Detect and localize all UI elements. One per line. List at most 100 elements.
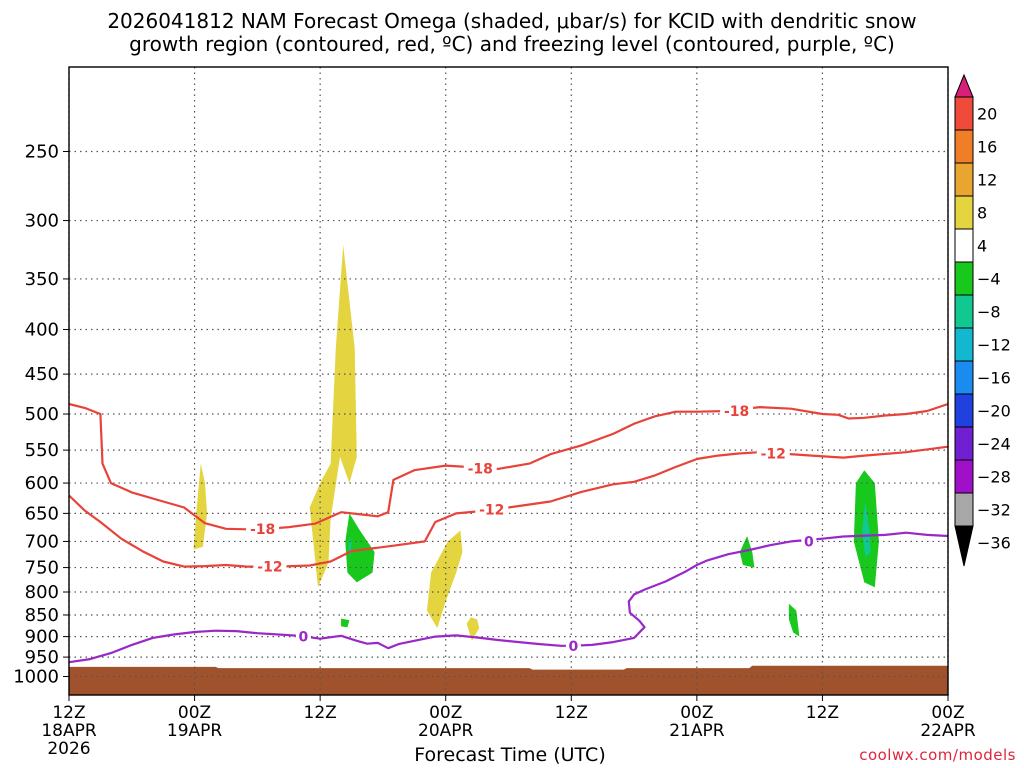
- x-tick-label: 20APR: [418, 721, 474, 741]
- colorbar-segment: [954, 195, 974, 230]
- contour-label: 0: [569, 639, 579, 655]
- omega-region: [341, 618, 350, 628]
- x-tick-label: 00Z: [429, 703, 462, 723]
- y-tick-label: 1000: [13, 667, 59, 688]
- contour-label-bg: [295, 628, 311, 645]
- contour-label-bg: [756, 445, 790, 462]
- x-tick-label: 00Z: [178, 703, 211, 723]
- x-tick-label: 12Z: [555, 703, 588, 723]
- contour-label: -18: [724, 404, 749, 420]
- colorbar-label: −12: [977, 336, 1011, 355]
- contour-label: -18: [468, 461, 493, 477]
- colorbar-segment: [954, 261, 974, 296]
- contour-label-bg: [463, 460, 497, 477]
- contour-label-bg: [246, 520, 280, 537]
- site-credit: coolwx.com/models: [859, 746, 1016, 764]
- omega-region: [193, 463, 208, 550]
- omega-region: [426, 530, 463, 629]
- x-tick-label: 21APR: [669, 721, 725, 741]
- x-tick-label: 12Z: [52, 703, 85, 723]
- omega-region: [739, 536, 755, 568]
- colorbar-label: 20: [977, 105, 997, 124]
- x-tick-label: 19APR: [167, 721, 223, 741]
- x-tick-label: 00Z: [680, 703, 713, 723]
- x-tick-label: 22APR: [920, 721, 976, 741]
- colorbar-legend: 20 16 12 8 4 −4 −8 −12 −16 −20 −24 −28 −32 −36: [954, 73, 1011, 567]
- colorbar-segment: [954, 96, 974, 131]
- chart-title-line-2: growth region (contoured, red, ºC) and f…: [129, 32, 895, 56]
- colorbar-segment: [954, 459, 974, 494]
- colorbar-segment: [954, 492, 974, 527]
- y-tick-label: 500: [25, 404, 59, 425]
- contour-line: [68, 531, 949, 664]
- y-tick-label: 950: [25, 647, 59, 668]
- colorbar-segment: [954, 393, 974, 428]
- plot-border: [68, 66, 949, 696]
- x-tick-label: 2026: [47, 739, 90, 759]
- contour-label: -12: [761, 447, 786, 463]
- colorbar-segment: [954, 129, 974, 164]
- y-tick-label: 900: [25, 627, 59, 648]
- omega-region: [862, 501, 871, 558]
- colorbar-segment: [954, 162, 974, 197]
- grid-layer: [68, 67, 949, 695]
- y-tick-label: 600: [25, 473, 59, 494]
- y-tick-label: 400: [25, 320, 59, 341]
- colorbar-label: 16: [977, 138, 997, 157]
- omega-region: [345, 513, 375, 583]
- colorbar-segment: [954, 426, 974, 461]
- contour-label: 0: [804, 534, 814, 550]
- colorbar-label: −20: [977, 402, 1011, 421]
- contour-label-bg: [565, 637, 581, 654]
- chart-title-line-1: 2026041812 NAM Forecast Omega (shaded, μ…: [107, 9, 917, 33]
- ground-fill: [69, 665, 948, 695]
- colorbar-label: −4: [977, 270, 1001, 289]
- contour-label-bg: [253, 558, 287, 575]
- colorbar-label: −16: [977, 369, 1011, 388]
- contour-label-bg: [801, 533, 817, 550]
- contour-label-layer: -18 -18 -18 -12 -12 -12 0 0 0: [246, 402, 817, 655]
- x-tick-label: 18APR: [41, 721, 97, 741]
- y-tick-label: 750: [25, 558, 59, 579]
- colorbar-segment: [954, 228, 974, 263]
- colorbar-label: −8: [977, 303, 1001, 322]
- omega-region: [466, 617, 480, 641]
- contour-label-bg: [475, 501, 509, 518]
- omega-region: [309, 245, 357, 588]
- omega-shading-layer: [193, 245, 879, 641]
- y-tick-label: 450: [25, 364, 59, 385]
- colorbar-label: −28: [977, 468, 1011, 487]
- colorbar-label: 12: [977, 171, 997, 190]
- y-tick-label: 300: [25, 211, 59, 232]
- x-tick-label: 12Z: [806, 703, 839, 723]
- contour-label: -18: [250, 522, 275, 538]
- colorbar-label: −24: [977, 435, 1011, 454]
- y-tick-label: 800: [25, 582, 59, 603]
- x-axis-title: Forecast Time (UTC): [414, 744, 606, 766]
- x-tick-label: 00Z: [931, 703, 964, 723]
- colorbar-label: 4: [977, 237, 987, 256]
- plot-frame: [68, 66, 949, 696]
- colorbar-label: 8: [977, 204, 987, 223]
- contour-label: -12: [479, 502, 504, 518]
- colorbar-segment: [954, 294, 974, 329]
- y-tick-label: 550: [25, 440, 59, 461]
- contour-line: [68, 402, 949, 531]
- colorbar-label: −32: [977, 501, 1011, 520]
- colorbar-bottom-arrow: [954, 525, 974, 567]
- colorbar-segment: [954, 327, 974, 362]
- y-tick-label: 650: [25, 503, 59, 524]
- x-tick-label: 12Z: [304, 703, 337, 723]
- omega-region: [788, 603, 800, 637]
- colorbar-top-arrow: [954, 73, 974, 98]
- contour-label-bg: [720, 402, 754, 419]
- colorbar-label: −36: [977, 534, 1011, 553]
- y-tick-label: 850: [25, 605, 59, 626]
- contour-label: -12: [257, 560, 282, 576]
- y-tick-label: 350: [25, 269, 59, 290]
- y-tick-label: 700: [25, 531, 59, 552]
- contour-label: 0: [299, 630, 309, 646]
- pressure-axis: 2503003504004505005506006507007508008509…: [13, 142, 69, 688]
